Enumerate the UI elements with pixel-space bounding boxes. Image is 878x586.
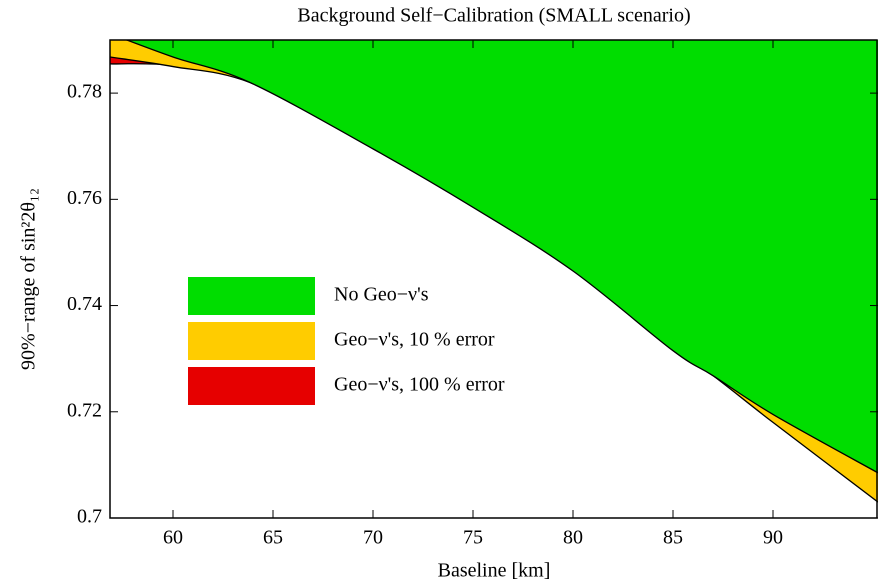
- plot-area: [110, 40, 878, 503]
- x-tick-label: 90: [763, 527, 783, 549]
- area-edge: [125, 40, 878, 474]
- y-tick-label: 0.76: [67, 187, 102, 209]
- y-tick-label: 0.72: [67, 399, 102, 421]
- area: [126, 40, 878, 473]
- x-tick-label: 60: [163, 527, 183, 549]
- x-tick-label: 65: [263, 527, 283, 549]
- x-axis-label: Baseline [km]: [438, 560, 551, 582]
- x-tick-label: 70: [363, 527, 383, 549]
- legend-label: No Geo−ν's: [334, 284, 429, 306]
- x-tick-label: 80: [563, 527, 583, 549]
- frame: [109, 39, 878, 519]
- y-axis-label: 90%−range of sin²2θ₁₂: [18, 188, 40, 370]
- x-tick-label: 75: [463, 527, 483, 549]
- y-tick-label: 0.7: [77, 506, 102, 528]
- y-tick-label: 0.78: [67, 81, 102, 103]
- legend-label: Geo−ν's, 10 % error: [334, 329, 495, 351]
- legend-label: Geo−ν's, 100 % error: [334, 374, 505, 396]
- legend-swatch: [188, 322, 315, 360]
- x-tick-label: 85: [663, 527, 683, 549]
- legend-swatch: [188, 277, 315, 315]
- y-tick-label: 0.74: [67, 293, 102, 315]
- chart-title: Background Self−Calibration (SMALL scena…: [297, 5, 690, 27]
- legend-swatch: [188, 367, 315, 405]
